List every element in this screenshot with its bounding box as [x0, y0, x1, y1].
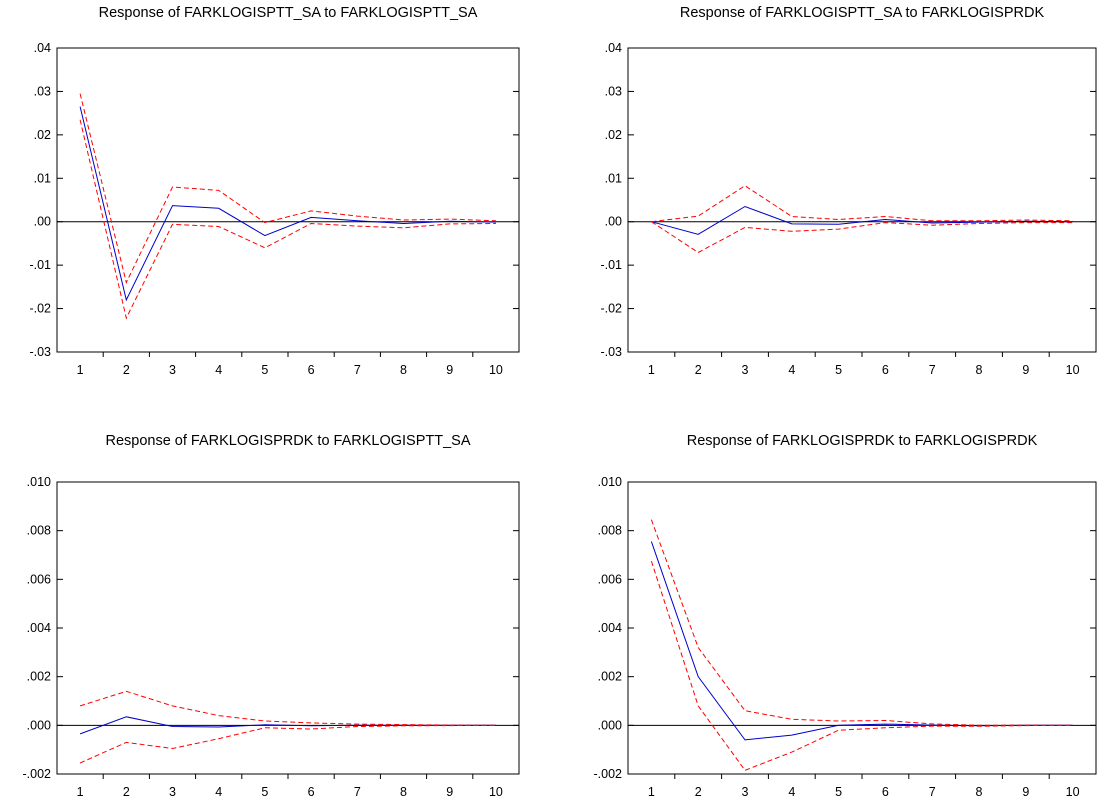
x-tick-label: 7 — [354, 363, 361, 377]
x-tick-label: 1 — [648, 363, 655, 377]
band-upper-line — [650, 519, 1073, 726]
band-lower-line — [650, 560, 1073, 771]
y-tick-label: .000 — [598, 718, 622, 732]
x-tick-label: 9 — [1022, 363, 1029, 377]
x-tick-label: 2 — [695, 363, 702, 377]
x-tick-label: 3 — [169, 363, 176, 377]
x-tick-label: 8 — [976, 785, 983, 799]
x-tick-label: 10 — [489, 785, 503, 799]
panel-1: Response of FARKLOGISPTT_SA to FARKLOGIS… — [29, 5, 520, 377]
x-tick-label: 9 — [446, 785, 453, 799]
x-tick-label: 8 — [400, 785, 407, 799]
y-tick-label: .010 — [598, 475, 622, 489]
plot-frame — [56, 47, 520, 353]
x-tick-label: 8 — [976, 363, 983, 377]
x-tick-label: 4 — [788, 785, 795, 799]
x-tick-label: 6 — [882, 785, 889, 799]
x-tick-label: 2 — [123, 785, 130, 799]
y-tick-label: .00 — [605, 215, 622, 229]
x-tick-label: 5 — [261, 785, 268, 799]
band-upper-line — [651, 185, 1073, 223]
x-tick-label: 10 — [1066, 363, 1080, 377]
band-lower-line — [79, 119, 496, 320]
y-tick-label: .01 — [34, 171, 51, 185]
y-tick-label: .004 — [27, 621, 51, 635]
band-upper-line — [79, 690, 496, 726]
plot-frame — [627, 481, 1097, 775]
panel-title: Response of FARKLOGISPRDK to FARKLOGISPR… — [687, 433, 1038, 449]
y-tick-label: .010 — [27, 475, 51, 489]
x-tick-label: 1 — [648, 785, 655, 799]
x-tick-label: 9 — [446, 363, 453, 377]
y-tick-label: .000 — [27, 718, 51, 732]
y-tick-label: .002 — [598, 670, 622, 684]
y-tick-label: .004 — [598, 621, 622, 635]
y-tick-label: -.02 — [29, 302, 51, 316]
y-tick-label: .01 — [605, 171, 622, 185]
y-tick-label: .02 — [34, 128, 51, 142]
x-tick-label: 3 — [742, 363, 749, 377]
y-tick-label: -.03 — [29, 345, 51, 359]
x-tick-label: 4 — [215, 363, 222, 377]
y-tick-label: .03 — [605, 84, 622, 98]
x-tick-label: 2 — [695, 785, 702, 799]
y-tick-label: -.002 — [594, 767, 623, 781]
response-line — [79, 106, 496, 302]
panel-4: Response of FARKLOGISPRDK to FARKLOGISPR… — [594, 433, 1097, 799]
x-tick-label: 6 — [308, 363, 315, 377]
band-lower-line — [651, 221, 1073, 254]
x-tick-label: 4 — [215, 785, 222, 799]
panel-title: Response of FARKLOGISPTT_SA to FARKLOGIS… — [99, 5, 478, 21]
y-tick-label: .04 — [605, 41, 622, 55]
y-tick-label: .00 — [34, 215, 51, 229]
plot-frame — [56, 481, 520, 775]
y-tick-label: -.002 — [23, 767, 52, 781]
y-tick-label: -.03 — [600, 345, 622, 359]
x-tick-label: 6 — [882, 363, 889, 377]
y-tick-label: .006 — [598, 572, 622, 586]
x-tick-label: 5 — [835, 785, 842, 799]
y-tick-label: -.02 — [600, 302, 622, 316]
y-tick-label: -.01 — [600, 258, 622, 272]
x-tick-label: 1 — [77, 785, 84, 799]
response-line — [650, 541, 1073, 741]
panel-2: Response of FARKLOGISPTT_SA to FARKLOGIS… — [600, 5, 1097, 377]
y-tick-label: .03 — [34, 84, 51, 98]
y-tick-label: .02 — [605, 128, 622, 142]
x-tick-label: 5 — [835, 363, 842, 377]
x-tick-label: 7 — [929, 363, 936, 377]
y-tick-label: .008 — [598, 524, 622, 538]
x-tick-label: 2 — [123, 363, 130, 377]
x-tick-label: 10 — [489, 363, 503, 377]
x-tick-label: 8 — [400, 363, 407, 377]
band-lower-line — [79, 724, 496, 764]
x-tick-label: 7 — [929, 785, 936, 799]
x-tick-label: 1 — [77, 363, 84, 377]
panel-title: Response of FARKLOGISPRDK to FARKLOGISPT… — [105, 433, 470, 449]
x-tick-label: 10 — [1066, 785, 1080, 799]
panel-3: Response of FARKLOGISPRDK to FARKLOGISPT… — [23, 433, 520, 799]
x-tick-label: 7 — [354, 785, 361, 799]
panel-title: Response of FARKLOGISPTT_SA to FARKLOGIS… — [680, 5, 1045, 21]
x-tick-label: 4 — [788, 363, 795, 377]
x-tick-label: 9 — [1022, 785, 1029, 799]
response-line — [651, 205, 1073, 235]
x-tick-label: 3 — [169, 785, 176, 799]
x-tick-label: 5 — [261, 363, 268, 377]
y-tick-label: .008 — [27, 524, 51, 538]
y-tick-label: .006 — [27, 572, 51, 586]
y-tick-label: .002 — [27, 670, 51, 684]
y-tick-label: -.01 — [29, 258, 51, 272]
band-upper-line — [79, 93, 496, 284]
x-tick-label: 3 — [742, 785, 749, 799]
x-tick-label: 6 — [308, 785, 315, 799]
y-tick-label: .04 — [34, 41, 51, 55]
plot-frame — [627, 47, 1097, 353]
